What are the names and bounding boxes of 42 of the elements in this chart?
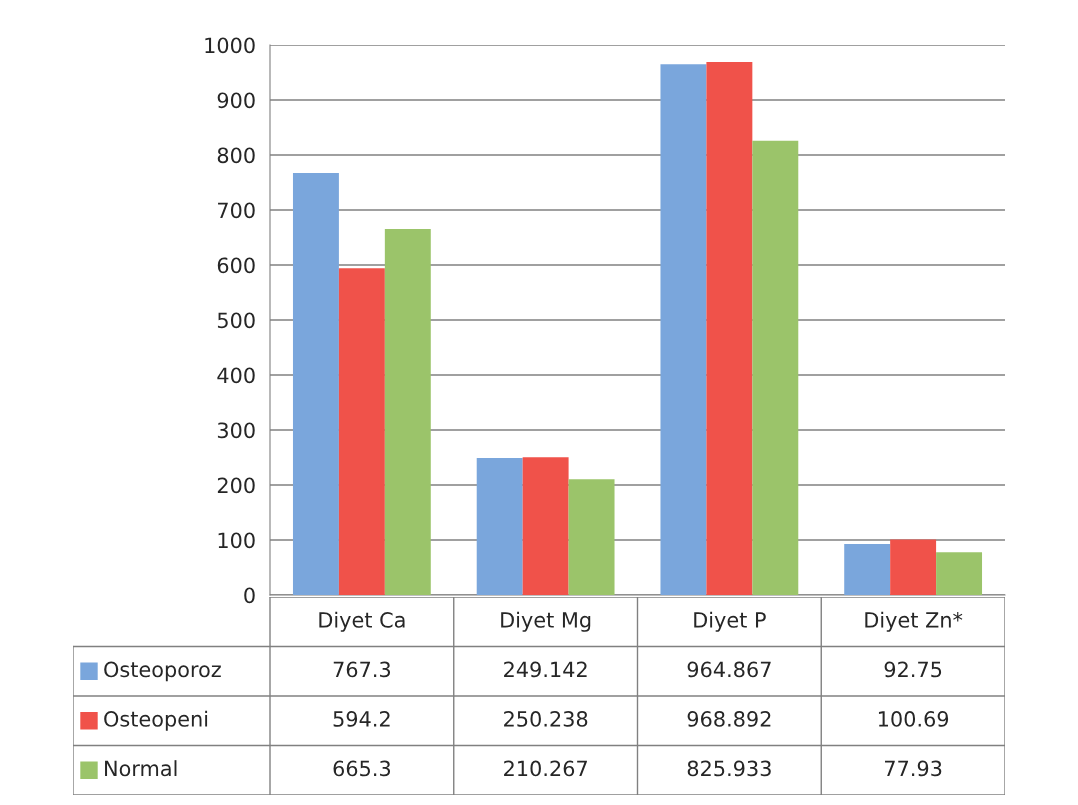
bar bbox=[936, 552, 983, 595]
y-tick-label: 100 bbox=[218, 532, 255, 549]
y-tick-label: 0 bbox=[244, 587, 255, 604]
bar bbox=[384, 229, 431, 595]
bar bbox=[752, 140, 799, 595]
data-label: 210.267 bbox=[504, 760, 587, 777]
legend-label: Normal bbox=[105, 760, 177, 777]
data-label: 250.238 bbox=[504, 711, 588, 727]
bar bbox=[338, 268, 385, 595]
y-tick-label: 500 bbox=[217, 312, 255, 329]
data-label: 825.933 bbox=[687, 760, 771, 777]
bar bbox=[292, 172, 339, 595]
y-tick-label: 300 bbox=[217, 422, 255, 439]
y-tick-label: 1000 bbox=[205, 37, 255, 54]
bar bbox=[706, 62, 753, 595]
y-tick-label: 200 bbox=[217, 477, 255, 494]
data-label: 92.75 bbox=[884, 661, 942, 678]
data-label: 665.3 bbox=[333, 760, 391, 777]
y-tick-label: 600 bbox=[217, 257, 255, 274]
bar bbox=[890, 539, 937, 595]
data-label: 968.892 bbox=[687, 711, 771, 727]
data-label: 100.69 bbox=[878, 711, 949, 727]
data-label: 77.93 bbox=[885, 760, 942, 777]
bar bbox=[568, 479, 615, 595]
x-tick-label: Diyet Ca bbox=[319, 611, 405, 632]
legend-label: Osteoporoz bbox=[104, 661, 221, 682]
x-tick-label: Diyet P bbox=[694, 611, 766, 632]
data-label: 594.2 bbox=[333, 711, 390, 727]
y-tick-label: 900 bbox=[217, 92, 255, 109]
bar bbox=[844, 543, 891, 595]
data-label: 767.3 bbox=[333, 661, 391, 678]
y-tick-label: 800 bbox=[217, 147, 255, 164]
y-tick-label: 700 bbox=[218, 202, 255, 219]
bar bbox=[522, 457, 569, 595]
x-tick-label: Diyet Zn* bbox=[865, 611, 963, 632]
data-label: 964.867 bbox=[687, 661, 771, 678]
bar bbox=[660, 64, 707, 595]
data-label: 249.142 bbox=[504, 661, 587, 678]
x-tick-label: Diyet Mg bbox=[501, 611, 591, 632]
legend-label: Osteopeni bbox=[104, 710, 208, 731]
bar bbox=[476, 457, 523, 595]
y-tick-label: 400 bbox=[217, 367, 255, 384]
